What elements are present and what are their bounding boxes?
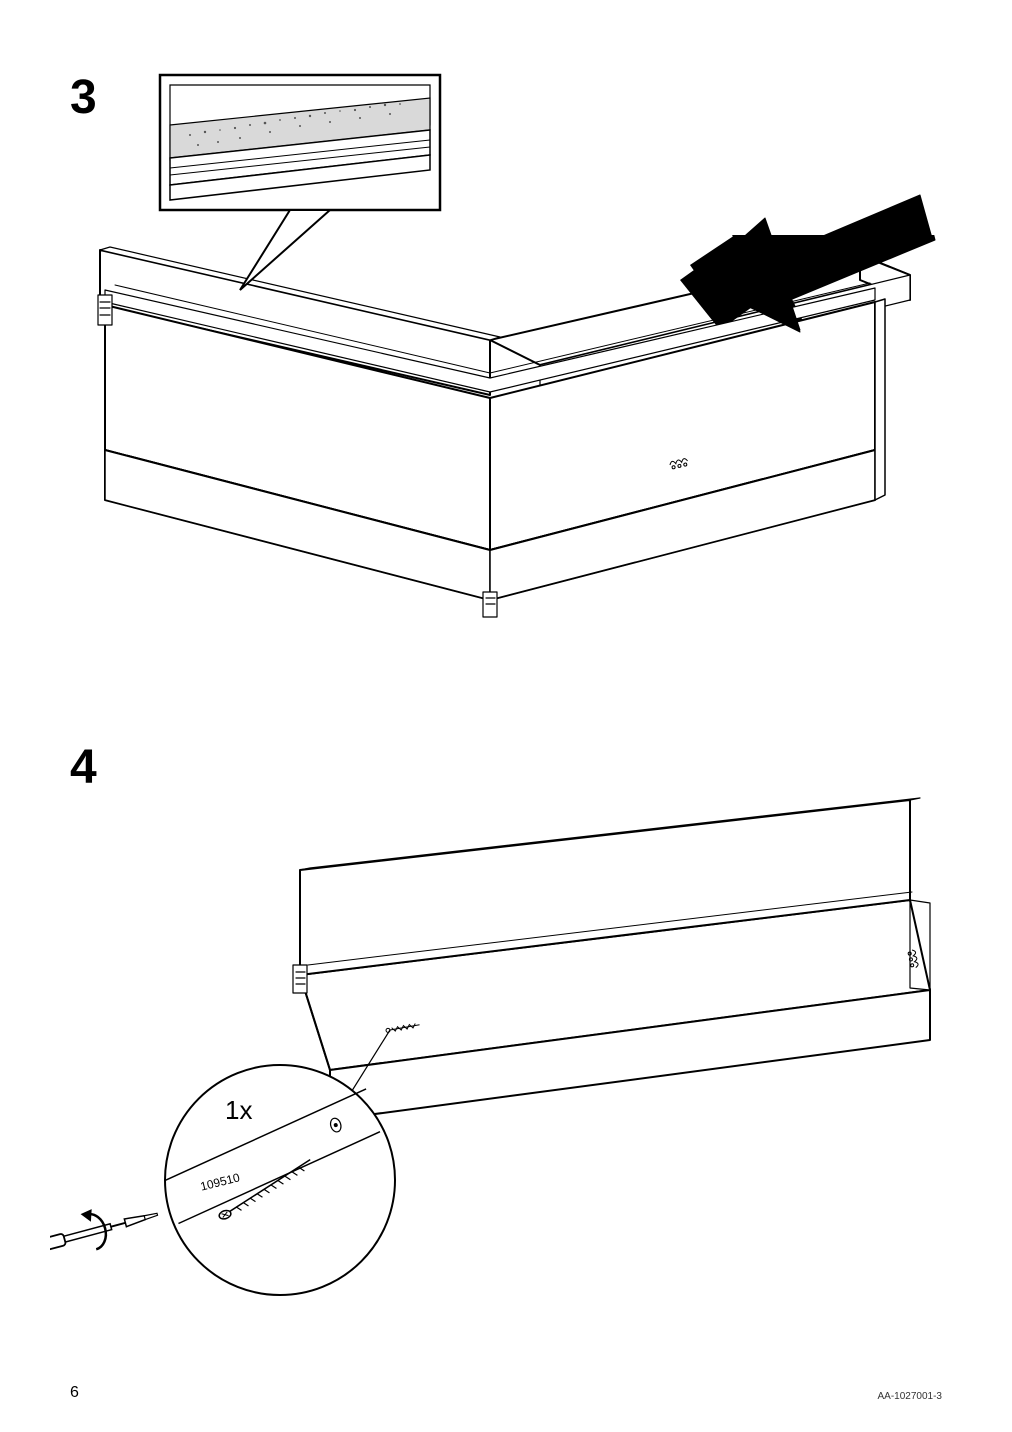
page-number: 6 [70, 1384, 79, 1402]
step-4-illustration [50, 760, 960, 1320]
instruction-page: 3 [0, 0, 1012, 1432]
step-3-detail-callout [160, 75, 440, 290]
step-3-illustration [70, 70, 940, 630]
screwdriver-icon [50, 1193, 162, 1262]
document-id: AA-1027001-3 [878, 1391, 943, 1402]
screw-quantity-label: 1x [225, 1095, 252, 1126]
